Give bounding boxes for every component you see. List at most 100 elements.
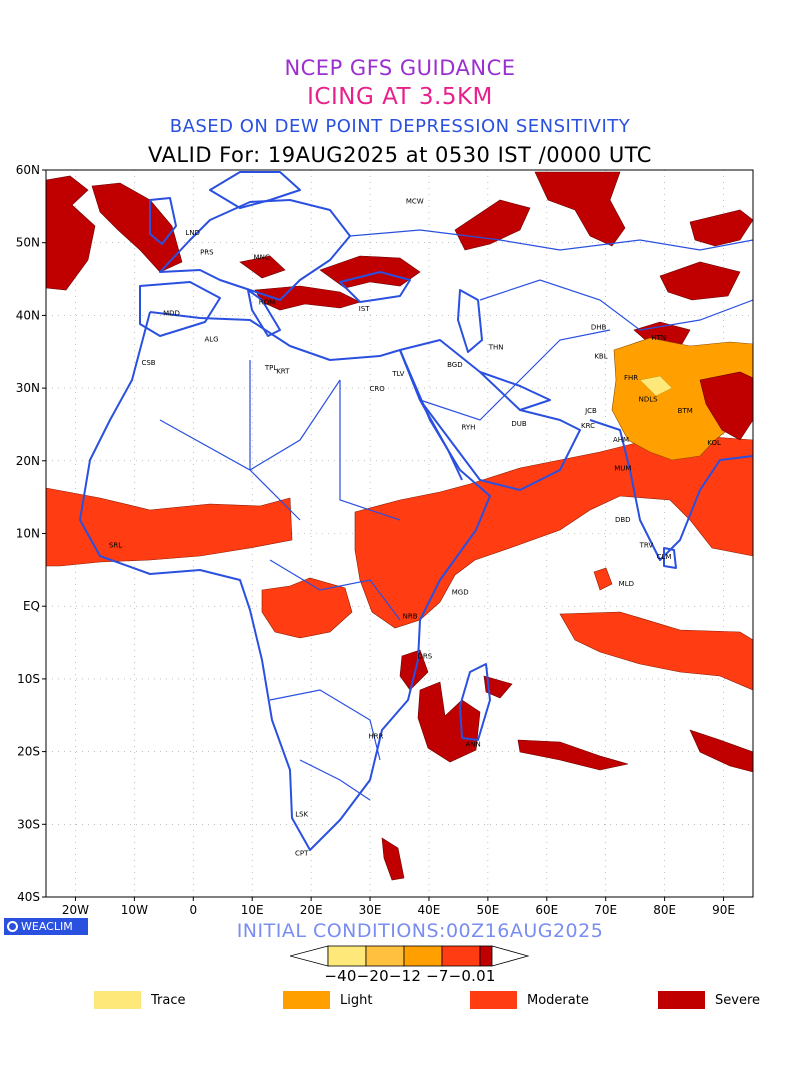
icing-severe-italy-balkans: [254, 285, 361, 311]
city-label: MUM: [614, 464, 631, 472]
lon-label: 70E: [594, 903, 617, 917]
legend-label-trace: Trace: [151, 992, 186, 1008]
border-central-1: [269, 559, 401, 621]
city-label: MNC: [254, 254, 270, 262]
city-label: ALG: [204, 336, 218, 344]
lon-label: 10E: [241, 903, 264, 917]
city-label: KBL: [594, 352, 607, 360]
lon-label: 20E: [300, 903, 323, 917]
city-label: CPT: [295, 850, 309, 858]
lat-label: EQ: [23, 599, 40, 613]
lat-label: 10N: [16, 527, 40, 541]
city-label: RYH: [461, 424, 475, 432]
city-label: IST: [359, 305, 371, 313]
coast-europe: [159, 199, 351, 301]
colorbar-bin-2: [365, 945, 405, 967]
lon-label: 30E: [359, 903, 382, 917]
colorbar: [290, 945, 530, 967]
border-south-1: [269, 689, 381, 761]
city-label: FHR: [624, 374, 638, 382]
legend-swatch-severe: [658, 991, 705, 1009]
colorbar-labels: −40−20−12 −7−0.01: [324, 967, 496, 985]
coastlines: [79, 171, 753, 851]
legend-trace: Trace: [94, 990, 186, 1010]
lon-label: 50E: [476, 903, 499, 917]
city-label: MDD: [163, 309, 180, 317]
lat-label: 40S: [17, 890, 40, 904]
colorbar-left-arrow: [290, 945, 329, 967]
legend-swatch-moderate: [470, 991, 517, 1009]
icing-severe-south-ocean: [517, 739, 629, 771]
icing-moderate-maldives: [593, 567, 613, 591]
city-label: DHB: [591, 323, 607, 331]
icing-severe-mozambique: [417, 681, 481, 763]
city-label: BGD: [447, 361, 463, 369]
city-label: MLD: [619, 580, 634, 588]
legend-severe: Severe: [658, 990, 760, 1010]
lat-label: 60N: [16, 163, 40, 177]
lat-label: 40N: [16, 308, 40, 322]
coast-africa: [79, 311, 491, 851]
coast-persian-gulf: [479, 371, 551, 411]
icing-trace-himalaya: [639, 375, 673, 397]
border-middle-east: [419, 329, 611, 421]
lon-label: 20W: [62, 903, 89, 917]
coast-italy: [247, 289, 281, 337]
lon-label: 40E: [418, 903, 441, 917]
legend-swatch-trace: [94, 991, 141, 1009]
icing-severe-west-europe: [91, 182, 183, 273]
border-russia: [349, 229, 753, 251]
icing-severe-siberia: [534, 171, 626, 247]
city-label: DRS: [417, 653, 432, 661]
legend-label-severe: Severe: [715, 992, 760, 1008]
icing-severe-ne-india: [699, 371, 753, 441]
border-central-asia: [479, 279, 753, 331]
city-label: CLM: [657, 553, 672, 561]
city-label: BTM: [678, 407, 693, 415]
colorbar-bin-5: [479, 945, 493, 967]
lon-label: 60E: [535, 903, 558, 917]
lon-label: 10W: [121, 903, 148, 917]
icing-severe-south-africa: [381, 837, 405, 881]
city-label: LSK: [295, 810, 308, 818]
city-label: MCW: [406, 198, 424, 206]
lat-label: 20N: [16, 454, 40, 468]
city-label: NRB: [403, 613, 418, 621]
coast-uk: [149, 197, 177, 245]
icing-severe-central-europe: [239, 255, 286, 279]
border-sahara-2: [249, 360, 301, 521]
legend-light: Light: [283, 990, 372, 1010]
coast-caspian: [457, 289, 483, 353]
colorbar-bin-3: [403, 945, 443, 967]
legend-swatch-light: [283, 991, 330, 1009]
colorbar-bin-1: [327, 945, 367, 967]
city-label: ANN: [466, 741, 481, 749]
icing-moderate-indian-ocean: [559, 611, 753, 691]
lat-label: 30S: [17, 817, 40, 831]
lat-label: 20S: [17, 745, 40, 759]
coast-srilanka: [663, 547, 677, 569]
border-sahara-3: [339, 380, 401, 521]
icing-moderate-congo: [261, 577, 353, 639]
coast-black-sea: [339, 271, 411, 303]
border-sahara-1: [159, 379, 341, 471]
borders: [159, 229, 753, 801]
city-label: KRC: [581, 422, 595, 430]
colorbar-bin-4: [441, 945, 481, 967]
lon-label: 80E: [653, 903, 676, 917]
city-label: CSB: [141, 359, 155, 367]
lat-label: 10S: [17, 672, 40, 686]
coast-scandinavia: [209, 171, 301, 209]
icing-severe-east-africa: [399, 649, 429, 691]
legend-label-moderate: Moderate: [527, 992, 589, 1008]
coast-iberia: [139, 281, 221, 337]
icing-severe-mongolia: [659, 261, 741, 301]
brand-name: WEACLIM: [21, 920, 73, 933]
title-line-1: NCEP GFS GUIDANCE: [284, 56, 516, 80]
city-label: HRR: [368, 733, 383, 741]
city-label: KRT: [276, 368, 290, 376]
latitude-labels: 60N 50N 40N 30N 20N 10N EQ 10S 20S 30S 40S: [16, 163, 40, 904]
icing-severe-russia-west: [454, 199, 531, 251]
